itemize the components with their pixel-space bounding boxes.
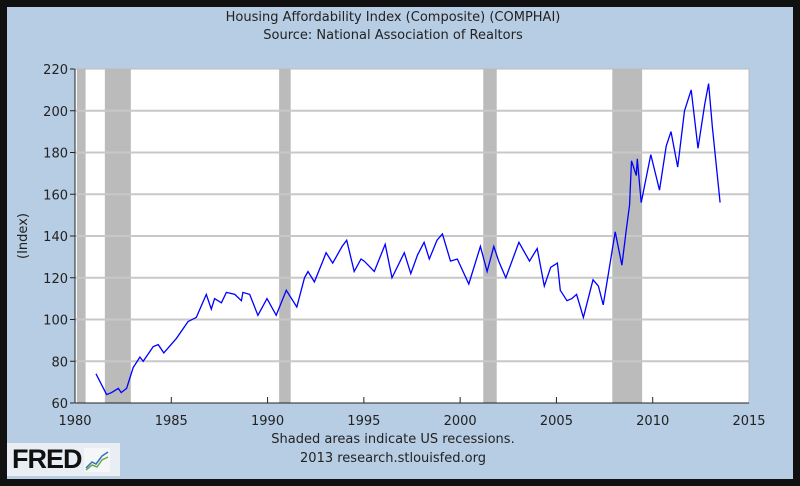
x-tick-label: 1990 bbox=[251, 414, 284, 429]
chart-title: Housing Affordability Index (Composite) … bbox=[225, 10, 561, 25]
chart-title-block: Housing Affordability Index (Composite) … bbox=[0, 9, 786, 45]
chart-footer: Shaded areas indicate US recessions. 201… bbox=[0, 430, 786, 468]
recession-note: Shaded areas indicate US recessions. bbox=[271, 432, 515, 447]
y-tick-label: 220 bbox=[43, 63, 68, 78]
x-tick-label: 2010 bbox=[636, 414, 669, 429]
y-axis-label: (Index) bbox=[16, 213, 31, 259]
x-tick-label: 2005 bbox=[540, 414, 573, 429]
y-tick-label: 140 bbox=[43, 230, 68, 245]
fred-logo[interactable]: FRED bbox=[7, 443, 120, 476]
y-tick-label: 180 bbox=[43, 147, 68, 162]
y-tick-label: 160 bbox=[43, 188, 68, 203]
x-tick-label: 1980 bbox=[58, 414, 91, 429]
credit-text: 2013 research.stlouisfed.org bbox=[300, 451, 486, 466]
y-tick-label: 200 bbox=[43, 105, 68, 120]
y-tick-label: 60 bbox=[51, 397, 68, 412]
x-tick-label: 1995 bbox=[347, 414, 380, 429]
chart-subtitle: Source: National Association of Realtors bbox=[263, 28, 523, 43]
x-tick-label: 2015 bbox=[732, 414, 765, 429]
x-tick-label: 2000 bbox=[444, 414, 477, 429]
chart-graph-icon bbox=[83, 447, 110, 472]
x-tick-label: 1985 bbox=[155, 414, 188, 429]
y-tick-label: 100 bbox=[43, 314, 68, 329]
fred-logo-text: FRED bbox=[12, 444, 82, 474]
series-line-comphai bbox=[95, 83, 721, 396]
y-tick-label: 120 bbox=[43, 272, 68, 287]
y-tick-label: 80 bbox=[51, 355, 68, 370]
